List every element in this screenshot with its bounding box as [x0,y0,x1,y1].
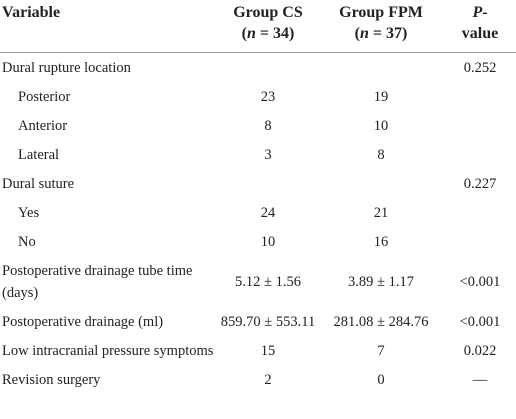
header-row: Variable Group CS (n = 34) Group FPM (n = … [0,0,516,53]
cell [318,53,444,83]
cell: 8 [377,146,385,163]
row-label: Postoperative drainage tube time (days) [2,263,193,301]
table-row: No 10 16 [0,227,516,256]
header-text: P [472,4,483,21]
cell [444,227,516,256]
cell [318,169,444,198]
table-row: Dural suture 0.227 [0,169,516,198]
header-cell: Variable [0,0,218,53]
cell [218,53,318,83]
cell: <0.001 [459,313,501,330]
cell: 16 [373,233,389,250]
cell: <0.001 [459,274,501,290]
cell: 7 [377,342,385,359]
cell [444,140,516,169]
table-body: Dural rupture location 0.252 Posterior 23 19… [0,53,516,395]
cell: 8 [264,117,272,134]
cell [444,198,516,227]
header-cell: Group FPM (n = 37) [318,0,444,53]
cell [444,82,516,111]
header-cell: P- value [444,0,516,53]
cell: 859.70 ± 553.11 [220,313,316,330]
cell: 3 [264,146,272,163]
cell: 21 [373,204,389,221]
data-table: Variable Group CS (n = 34) Group FPM (n = … [0,0,516,395]
header-text: n [246,25,256,42]
cell: — [472,371,488,388]
cell: 0 [377,371,385,388]
header-cell: Group CS (n = 34) [218,0,318,53]
row-label: No [18,233,36,250]
cell: 281.08 ± 284.76 [333,313,429,330]
header-text: = 37) [368,25,408,42]
cell: 0.022 [463,342,497,359]
row-label: Lateral [18,146,60,163]
table-row: Lateral 3 8 [0,140,516,169]
cell [444,111,516,140]
header-text: - [482,4,488,21]
row-label: Low intracranial pressure symptoms [2,342,214,359]
row-label: Anterior [18,117,68,134]
header-text: ( [241,25,247,42]
cell: 5.12 ± 1.56 [235,274,301,290]
row-label: Posterior [18,88,71,105]
row-label: Postoperative drainage (ml) [2,313,164,330]
header-text: value [461,25,499,42]
cell: 0.252 [463,59,497,76]
header-text: Group FPM [339,4,423,21]
cell: 0.227 [463,175,497,192]
table-row: Posterior 23 19 [0,82,516,111]
table-row: Low intracranial pressure symptoms 15 7 0.0… [0,336,516,365]
table-row: Anterior 8 10 [0,111,516,140]
table-row: Postoperative drainage tube time (days) 5… [0,256,516,307]
cell: 2 [264,371,272,388]
cell [218,169,318,198]
table-row: Revision surgery 2 0 — [0,365,516,394]
cell: 3.89 ± 1.17 [348,274,414,290]
row-label: Dural rupture location [2,59,131,76]
table-row: Yes 24 21 [0,198,516,227]
row-label: Revision surgery [2,371,101,388]
cell: 19 [373,88,389,105]
cell: 23 [260,88,276,105]
row-label: Yes [18,204,40,221]
header-text: = 34) [255,25,295,42]
table-row: Dural rupture location 0.252 [0,53,516,83]
cell: 15 [260,342,276,359]
header-text: Group CS [233,4,303,21]
table-row: Postoperative drainage (ml) 859.70 ± 553.… [0,307,516,336]
cell: 10 [373,117,389,134]
cell: 10 [260,233,276,250]
header-text: ( [354,25,360,42]
cell: 24 [260,204,276,221]
header-text: n [359,25,369,42]
row-label: Dural suture [2,175,75,192]
